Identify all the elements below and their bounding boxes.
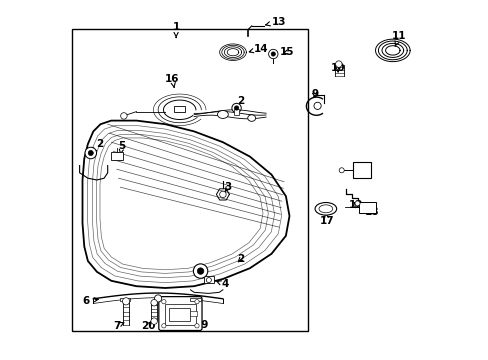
Text: 15: 15	[279, 47, 294, 57]
Circle shape	[154, 295, 162, 302]
Circle shape	[335, 61, 342, 67]
Bar	[164, 304, 196, 325]
Bar	[189, 311, 197, 316]
Circle shape	[121, 113, 127, 119]
Text: 17: 17	[319, 213, 334, 226]
Circle shape	[268, 49, 277, 59]
Circle shape	[85, 147, 96, 159]
Bar	[358, 202, 375, 213]
Circle shape	[88, 150, 93, 156]
Text: 11: 11	[391, 31, 406, 46]
Bar	[190, 298, 200, 301]
Circle shape	[193, 264, 207, 278]
Circle shape	[206, 278, 211, 283]
Circle shape	[354, 201, 359, 206]
Bar	[168, 308, 189, 321]
Circle shape	[313, 102, 321, 109]
Text: 19: 19	[191, 318, 209, 330]
Bar	[111, 152, 122, 160]
Circle shape	[194, 300, 199, 304]
Bar	[234, 109, 238, 115]
Circle shape	[231, 103, 241, 113]
Circle shape	[151, 300, 157, 306]
Circle shape	[194, 324, 199, 328]
Circle shape	[234, 106, 238, 110]
Text: 18: 18	[365, 207, 379, 217]
Circle shape	[162, 300, 166, 304]
Bar	[204, 276, 213, 283]
Text: 7: 7	[113, 321, 123, 331]
Bar	[72, 29, 307, 331]
Text: 6: 6	[82, 296, 98, 306]
Circle shape	[162, 324, 166, 328]
Text: 3: 3	[224, 182, 231, 192]
Bar	[120, 298, 130, 301]
Circle shape	[219, 191, 225, 198]
Ellipse shape	[314, 202, 336, 215]
Text: 2: 2	[92, 139, 103, 152]
Text: 9: 9	[310, 89, 318, 99]
Ellipse shape	[318, 205, 332, 213]
Circle shape	[270, 52, 275, 56]
Circle shape	[339, 168, 344, 173]
FancyBboxPatch shape	[159, 297, 202, 330]
Circle shape	[151, 318, 157, 324]
Circle shape	[122, 298, 129, 305]
Text: 10: 10	[330, 63, 345, 73]
Text: 13: 13	[265, 17, 285, 27]
Text: 2: 2	[236, 96, 244, 109]
Ellipse shape	[217, 111, 228, 118]
Text: 2: 2	[237, 254, 244, 264]
Ellipse shape	[247, 115, 255, 121]
Text: 5: 5	[118, 141, 125, 154]
Text: 4: 4	[216, 279, 228, 289]
Text: 14: 14	[249, 44, 267, 54]
Bar	[174, 106, 185, 112]
Circle shape	[197, 268, 203, 274]
Bar	[352, 162, 370, 178]
Text: 1: 1	[172, 22, 180, 37]
Text: 8: 8	[360, 164, 370, 174]
Text: 20: 20	[141, 321, 155, 331]
Text: 12: 12	[348, 200, 363, 210]
Text: 16: 16	[165, 74, 180, 87]
